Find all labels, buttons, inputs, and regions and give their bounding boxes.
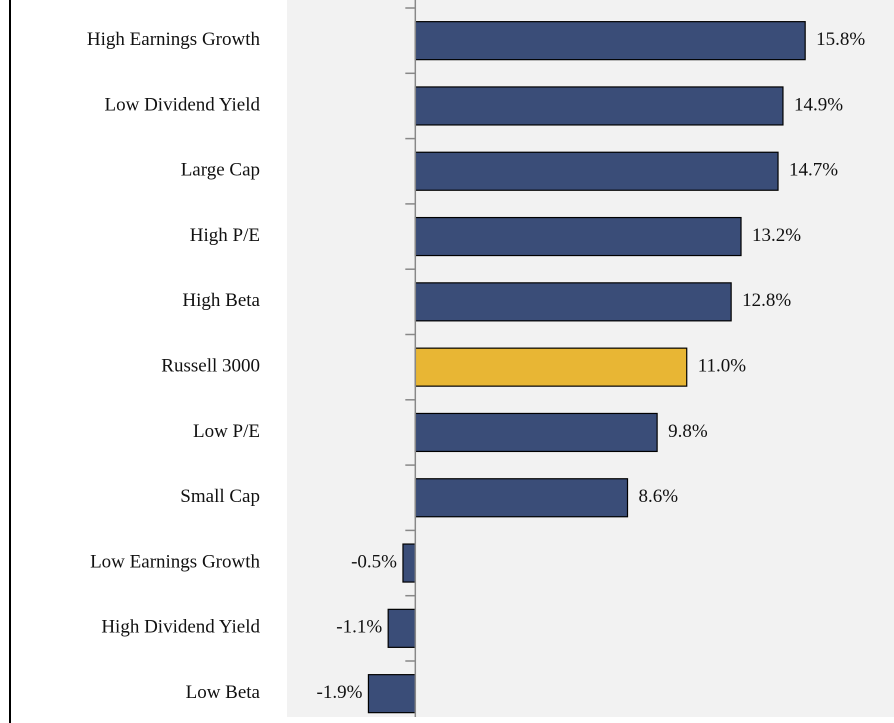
data-label: 15.8%: [816, 29, 865, 50]
bar: [414, 86, 784, 126]
bar: [414, 282, 732, 322]
category-label: Russell 3000: [161, 356, 260, 377]
category-label: High Earnings Growth: [87, 29, 261, 50]
bar: [414, 21, 806, 61]
data-label: -0.5%: [351, 551, 397, 572]
data-label: -1.9%: [317, 682, 363, 703]
category-label: Low P/E: [193, 421, 260, 442]
bar: [367, 674, 416, 714]
category-label: Low Earnings Growth: [90, 551, 260, 572]
data-label: 14.9%: [794, 94, 843, 115]
category-label: Large Cap: [181, 160, 260, 181]
category-label: Small Cap: [180, 486, 260, 507]
bar: [414, 216, 742, 257]
bar: [414, 151, 779, 191]
data-label: -1.1%: [336, 617, 382, 638]
data-label: 12.8%: [742, 290, 791, 311]
bar: [387, 608, 416, 648]
bar: [414, 412, 658, 453]
data-label: 11.0%: [698, 356, 747, 377]
category-label: High Beta: [182, 290, 260, 311]
bar: [414, 347, 688, 387]
category-label: High Dividend Yield: [101, 617, 260, 638]
category-label: Low Dividend Yield: [105, 94, 261, 115]
data-label: 9.8%: [668, 421, 708, 442]
data-label: 14.7%: [789, 160, 838, 181]
data-label: 8.6%: [639, 486, 679, 507]
category-label: Low Beta: [186, 682, 261, 703]
bar: [402, 543, 416, 583]
category-label: High P/E: [190, 225, 260, 246]
data-label: 13.2%: [752, 225, 801, 246]
bar: [414, 478, 629, 518]
